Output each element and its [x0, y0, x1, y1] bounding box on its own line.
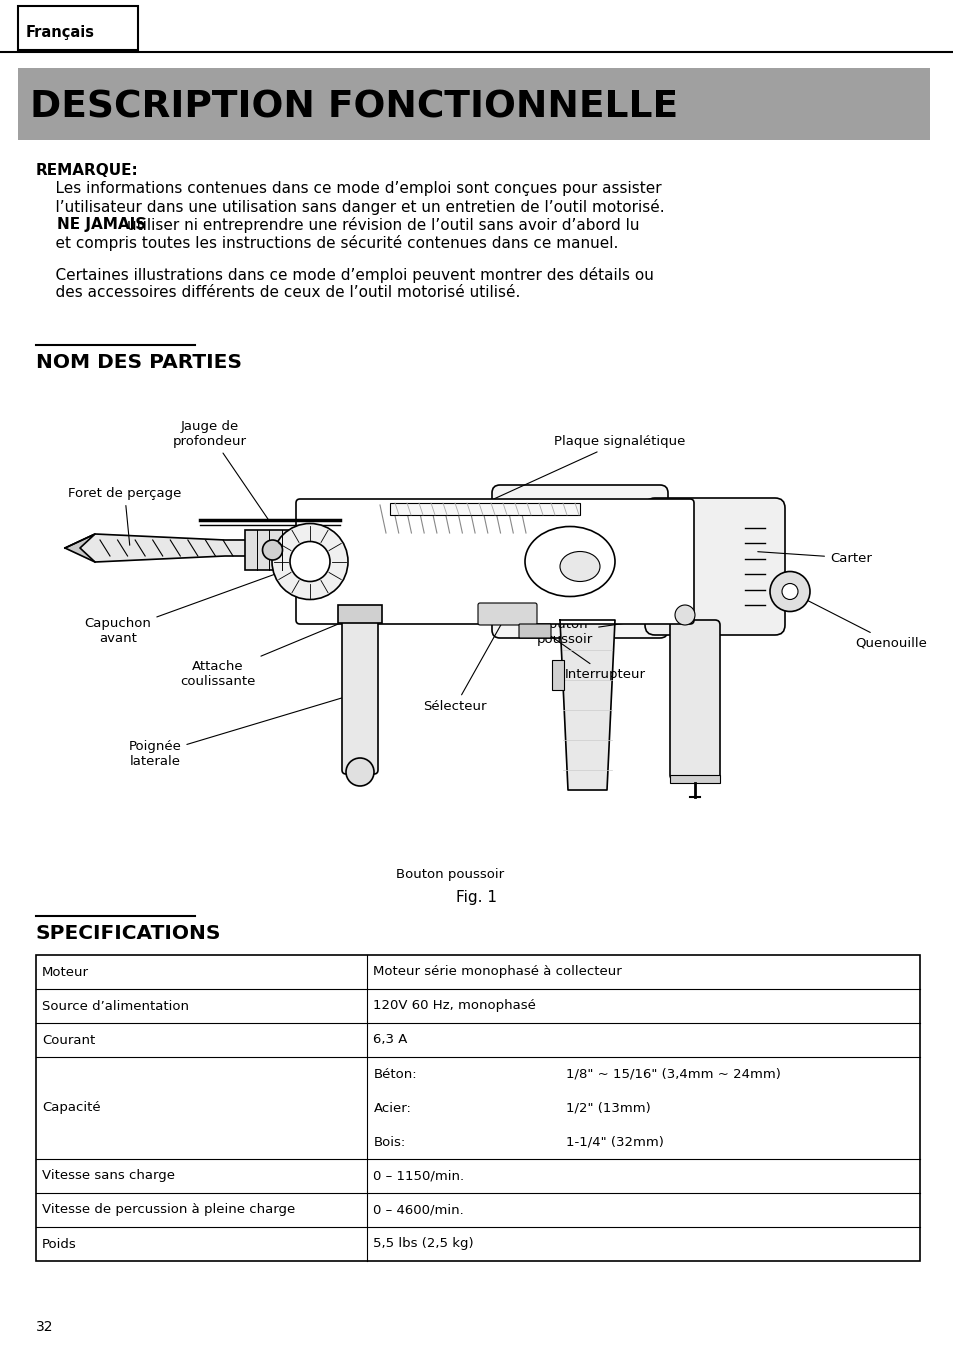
- Text: Bouton poussoir: Bouton poussoir: [395, 868, 503, 882]
- Text: Sélecteur: Sélecteur: [423, 617, 505, 713]
- Circle shape: [675, 604, 695, 625]
- Text: Bouton
poussoir: Bouton poussoir: [537, 614, 692, 646]
- Text: Source d’alimentation: Source d’alimentation: [42, 999, 189, 1013]
- Circle shape: [290, 542, 330, 581]
- Text: utiliser ni entreprendre une révision de l’outil sans avoir d’abord lu: utiliser ni entreprendre une révision de…: [127, 218, 639, 233]
- Text: 120V 60 Hz, monophasé: 120V 60 Hz, monophasé: [374, 999, 536, 1013]
- Text: DESCRIPTION FONCTIONNELLE: DESCRIPTION FONCTIONNELLE: [30, 91, 678, 126]
- Polygon shape: [65, 534, 95, 562]
- FancyBboxPatch shape: [492, 485, 667, 638]
- Text: NOM DES PARTIES: NOM DES PARTIES: [36, 353, 242, 372]
- Circle shape: [262, 539, 282, 560]
- Text: 0 – 4600/min.: 0 – 4600/min.: [374, 1203, 464, 1217]
- Text: 0 – 1150/min.: 0 – 1150/min.: [374, 1169, 464, 1183]
- Text: Les informations contenues dans ce mode d’emploi sont conçues pour assister: Les informations contenues dans ce mode …: [36, 181, 661, 196]
- Text: et compris toutes les instructions de sécurité contenues dans ce manuel.: et compris toutes les instructions de sé…: [36, 235, 618, 251]
- Polygon shape: [65, 534, 245, 562]
- Text: Français: Français: [26, 24, 95, 39]
- Text: Capuchon
avant: Capuchon avant: [85, 562, 307, 645]
- Text: 32: 32: [36, 1320, 53, 1334]
- Text: 6,3 A: 6,3 A: [374, 1033, 408, 1046]
- Bar: [669, 775, 720, 783]
- Circle shape: [346, 758, 374, 786]
- Text: Moteur: Moteur: [42, 965, 89, 979]
- Text: Certaines illustrations dans ce mode d’emploi peuvent montrer des détails ou: Certaines illustrations dans ce mode d’e…: [36, 266, 653, 283]
- Circle shape: [769, 572, 809, 611]
- Text: Carter: Carter: [757, 552, 871, 565]
- FancyBboxPatch shape: [669, 621, 720, 780]
- Bar: [552, 660, 563, 690]
- Text: Béton:: Béton:: [374, 1068, 416, 1080]
- FancyBboxPatch shape: [341, 611, 377, 773]
- Text: 1/2" (13mm): 1/2" (13mm): [566, 1102, 651, 1114]
- Text: Vitesse de percussion à pleine charge: Vitesse de percussion à pleine charge: [42, 1203, 294, 1217]
- Polygon shape: [559, 621, 615, 790]
- Text: Jauge de
profondeur: Jauge de profondeur: [172, 420, 268, 519]
- Text: 5,5 lbs (2,5 kg): 5,5 lbs (2,5 kg): [374, 1237, 474, 1251]
- Text: Courant: Courant: [42, 1033, 95, 1046]
- Text: SPECIFICATIONS: SPECIFICATIONS: [36, 923, 221, 942]
- Text: Foret de perçage: Foret de perçage: [68, 487, 181, 545]
- Bar: [36, 955, 919, 1261]
- Text: l’utilisateur dans une utilisation sans danger et un entretien de l’outil motori: l’utilisateur dans une utilisation sans …: [36, 199, 664, 215]
- Text: Interrupteur: Interrupteur: [537, 626, 645, 681]
- Text: Poids: Poids: [42, 1237, 76, 1251]
- Text: 1-1/4" (32mm): 1-1/4" (32mm): [566, 1136, 663, 1148]
- FancyBboxPatch shape: [518, 625, 551, 638]
- Circle shape: [272, 523, 348, 599]
- Circle shape: [781, 584, 797, 599]
- FancyBboxPatch shape: [644, 498, 784, 635]
- Text: Quenouille: Quenouille: [792, 592, 926, 649]
- FancyBboxPatch shape: [295, 499, 693, 625]
- Text: Attache
coulissante: Attache coulissante: [180, 617, 357, 688]
- Bar: [337, 604, 381, 623]
- Text: Acier:: Acier:: [374, 1102, 411, 1114]
- Text: Plaque signalétique: Plaque signalétique: [487, 435, 685, 502]
- Bar: [18, 68, 929, 141]
- Text: Fig. 1: Fig. 1: [456, 890, 497, 904]
- Text: Bois:: Bois:: [374, 1136, 405, 1148]
- Text: Moteur série monophasé à collecteur: Moteur série monophasé à collecteur: [374, 965, 621, 979]
- Text: Capacité: Capacité: [42, 1102, 100, 1114]
- Text: Vitesse sans charge: Vitesse sans charge: [42, 1169, 174, 1183]
- Text: des accessoires différents de ceux de l’outil motorisé utilisé.: des accessoires différents de ceux de l’…: [36, 285, 519, 300]
- Text: Poignée
laterale: Poignée laterale: [129, 694, 357, 768]
- Text: 1/8" ~ 15/16" (3,4mm ~ 24mm): 1/8" ~ 15/16" (3,4mm ~ 24mm): [566, 1068, 781, 1080]
- Bar: [245, 530, 299, 571]
- Ellipse shape: [559, 552, 599, 581]
- Text: NE JAMAIS: NE JAMAIS: [36, 218, 146, 233]
- Bar: [390, 503, 579, 515]
- Ellipse shape: [524, 526, 615, 596]
- Bar: [18, 5, 138, 50]
- FancyBboxPatch shape: [477, 603, 537, 625]
- Text: REMARQUE:: REMARQUE:: [36, 164, 138, 178]
